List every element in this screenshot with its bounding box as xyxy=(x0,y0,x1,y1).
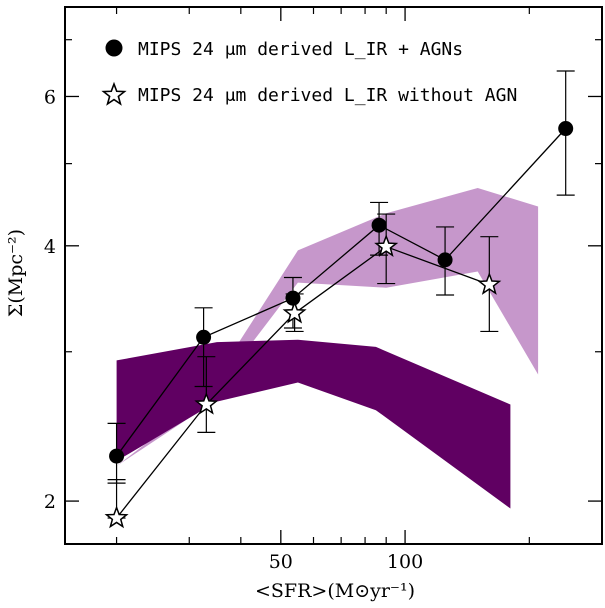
data-point-filled-circle-1 xyxy=(196,329,212,345)
x-tick-label: 50 xyxy=(269,551,293,573)
data-point-filled-circle-0 xyxy=(109,448,125,464)
data-point-open-star-3 xyxy=(374,234,399,257)
shaded-bands xyxy=(116,188,539,509)
y-tick-label: 6 xyxy=(44,86,56,108)
legend-label-with-agn: MIPS 24 μm derived L_IR + AGNs xyxy=(138,39,463,60)
legend-marker-open-star xyxy=(101,81,127,106)
data-point-filled-circle-5 xyxy=(558,121,574,137)
data-point-open-star-4 xyxy=(477,271,502,295)
data-point-open-star-2 xyxy=(282,300,307,324)
data-point-filled-circle-4 xyxy=(437,252,453,268)
data-point-open-star-1 xyxy=(194,391,219,415)
shaded-band-1 xyxy=(116,339,511,509)
plot-frame xyxy=(64,6,603,545)
y-axis-label: Σ(Mpc⁻²) xyxy=(5,229,27,317)
axis-ticks: 50 100 2 4 6 xyxy=(44,7,603,573)
data-markers xyxy=(104,121,574,529)
data-point-filled-circle-2 xyxy=(285,290,301,306)
x-axis-label: <SFR>(M⊙yr⁻¹) xyxy=(255,580,415,602)
shaded-band-0 xyxy=(116,188,539,466)
series-line-0 xyxy=(116,128,567,457)
y-tick-label: 2 xyxy=(44,491,56,513)
legend-label-without-agn: MIPS 24 μm derived L_IR without AGN xyxy=(138,85,517,106)
y-tick-label: 4 xyxy=(44,236,56,258)
legend: MIPS 24 μm derived L_IR + AGNs MIPS 24 μ… xyxy=(101,39,517,106)
legend-marker-filled-circle xyxy=(105,39,123,57)
data-point-filled-circle-3 xyxy=(371,217,387,233)
data-point-open-star-0 xyxy=(104,505,129,529)
x-tick-label: 100 xyxy=(387,551,423,573)
